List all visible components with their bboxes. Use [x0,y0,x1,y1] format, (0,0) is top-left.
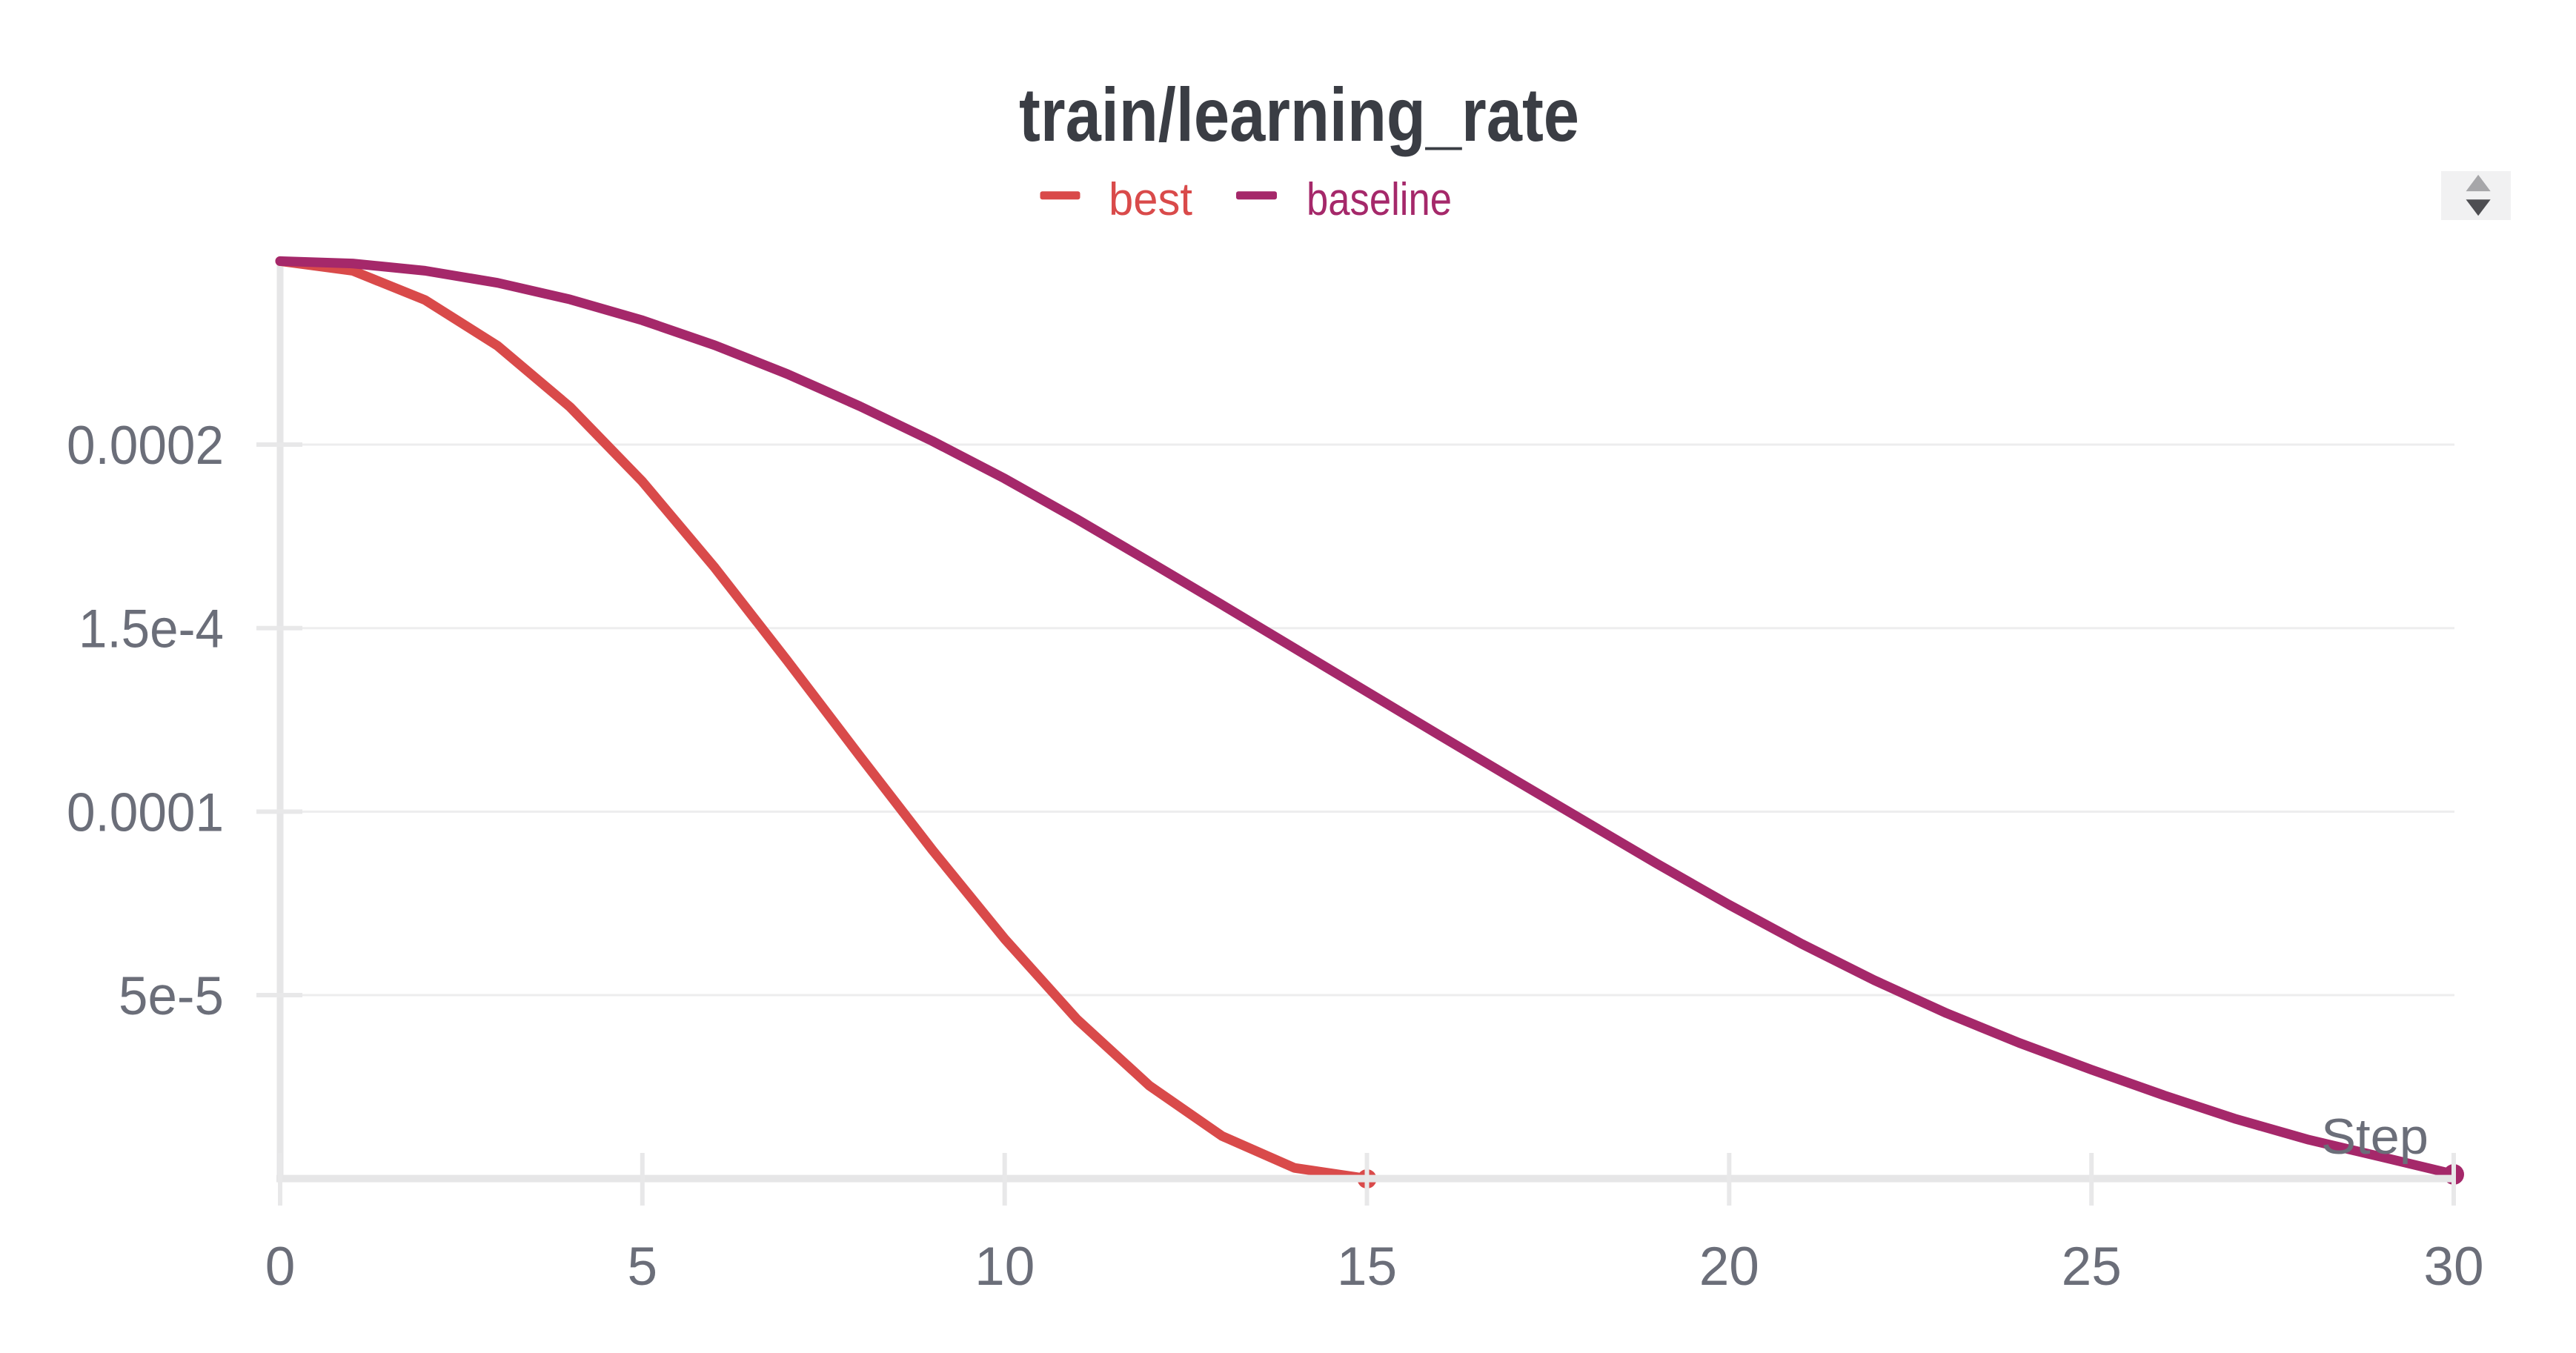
svg-text:10: 10 [975,1237,1035,1297]
svg-text:20: 20 [1699,1237,1759,1297]
svg-text:5: 5 [627,1237,657,1297]
svg-text:5e-5: 5e-5 [119,966,224,1026]
svg-text:0.0001: 0.0001 [67,782,224,842]
svg-text:25: 25 [2062,1237,2122,1297]
svg-text:Step: Step [2321,1108,2429,1165]
svg-text:30: 30 [2423,1237,2483,1297]
svg-text:1.5e-4: 1.5e-4 [79,599,224,659]
svg-text:0.0002: 0.0002 [67,416,224,476]
svg-text:best: best [1109,174,1192,225]
svg-text:15: 15 [1337,1237,1397,1297]
svg-text:baseline: baseline [1307,174,1452,225]
svg-text:0: 0 [265,1237,296,1297]
svg-text:train/learning_rate: train/learning_rate [1019,73,1579,157]
